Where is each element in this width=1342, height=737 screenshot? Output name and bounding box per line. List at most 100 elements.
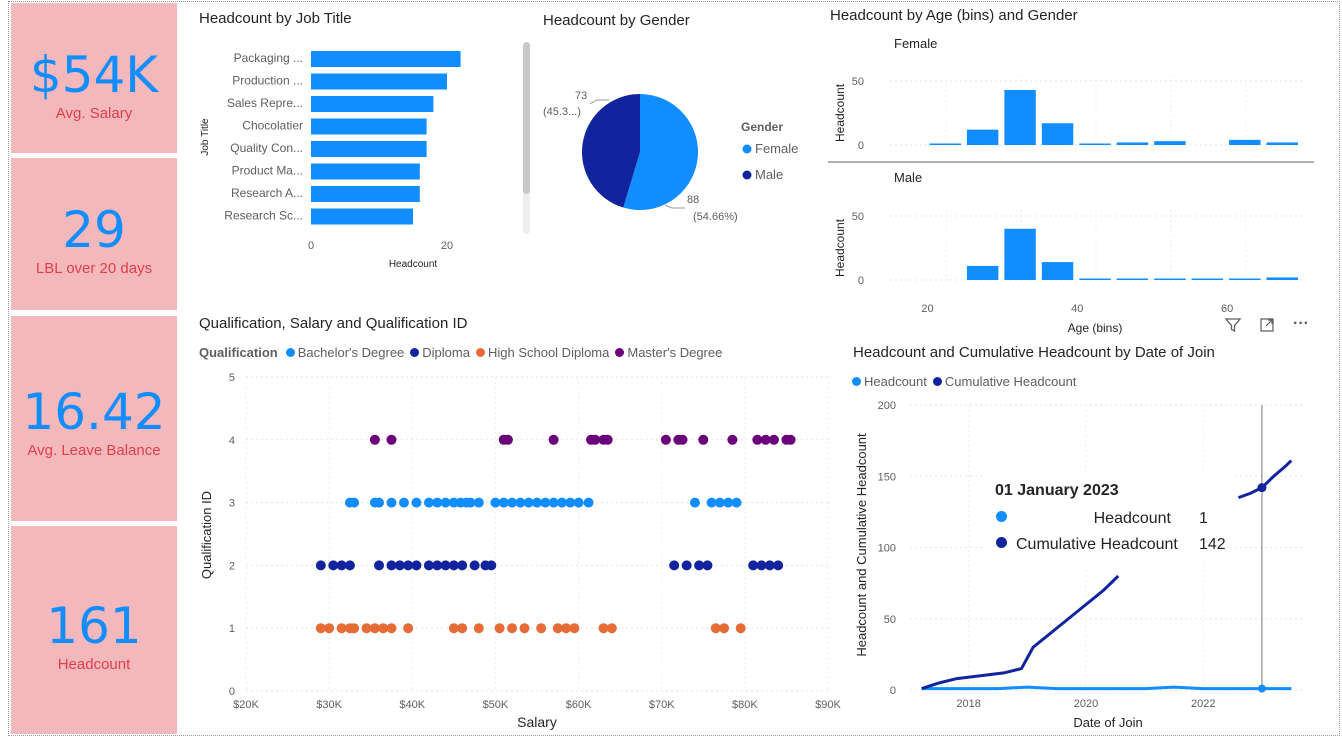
scatter-point (669, 560, 680, 571)
legend-label-cumulative[interactable]: Cumulative Headcount (944, 374, 1077, 389)
kpi-card-avg-leave[interactable]: 16.42 Avg. Leave Balance (11, 316, 177, 521)
y-tick-label: 100 (878, 543, 896, 555)
scatter-point (565, 497, 576, 508)
scatter-point (540, 497, 551, 508)
scatter-point (423, 560, 434, 571)
scatter-point (606, 623, 617, 634)
y-axis-title: Headcount and Cumulative Headcount (854, 433, 869, 657)
scrollbar[interactable] (523, 42, 530, 234)
focus-mode-icon[interactable] (1257, 316, 1277, 336)
kpi-value: 161 (46, 597, 142, 655)
gender-pie-chart: 88 (54.66%) 73 (45.3...) Gender Female Male (543, 90, 798, 223)
scatter-point (403, 623, 414, 634)
cumulative-headcount-line (1237, 459, 1293, 500)
age-bar (1041, 262, 1074, 280)
gender-chart-title: Headcount by Gender (543, 12, 690, 29)
scatter-point (590, 434, 601, 445)
scatter-point (315, 560, 326, 571)
job-title-tick-label: Sales Repre... (227, 96, 303, 110)
kpi-card-headcount[interactable]: 161 Headcount (11, 526, 177, 734)
job-title-tick-label: Chocolatier (242, 119, 303, 133)
hover-point-headcount (1257, 684, 1266, 693)
kpi-card-lbl[interactable]: 29 LBL over 20 days (11, 158, 177, 310)
scatter-point (315, 623, 326, 634)
scatter-point (573, 497, 584, 508)
legend-label-highschool[interactable]: High School Diploma (487, 345, 610, 360)
scatter-point (694, 560, 705, 571)
legend-label-bachelor[interactable]: Bachelor's Degree (297, 345, 405, 360)
hover-point-cumulative (1257, 483, 1267, 493)
scatter-point (386, 560, 397, 571)
scatter-point (706, 497, 717, 508)
y-tick-label: 150 (878, 471, 896, 483)
legend-label-masters[interactable]: Master's Degree (627, 345, 723, 360)
y-axis-title: Qualification ID (199, 491, 214, 579)
scatter-point (349, 497, 360, 508)
y-axis-title: Job Title (200, 118, 211, 156)
scatter-point (494, 623, 505, 634)
pie-data-label: 88 (687, 194, 699, 206)
job-title-bar (311, 73, 447, 90)
legend-label-diploma[interactable]: Diploma (422, 345, 470, 360)
scatter-point (394, 560, 405, 571)
pie-data-label: 73 (575, 90, 587, 102)
scatter-point (473, 623, 484, 634)
scatter-point (361, 623, 372, 634)
job-title-bar (311, 141, 427, 157)
scatter-point (519, 623, 530, 634)
filter-icon[interactable] (1223, 316, 1243, 336)
x-axis-title: Age (bins) (1068, 321, 1123, 335)
scatter-point (735, 623, 746, 634)
x-tick-label: 20 (441, 240, 453, 252)
scatter-point (386, 623, 397, 634)
legend-dot-diploma (410, 348, 420, 357)
job-title-tick-label: Production ... (232, 74, 303, 88)
y-tick-label: 0 (890, 685, 896, 697)
scatter-point (556, 497, 567, 508)
scatter-point (457, 623, 468, 634)
more-options-icon[interactable]: ··· (1293, 315, 1309, 332)
scatter-point (324, 623, 335, 634)
cumulative-headcount-line (921, 574, 1120, 691)
legend-label-headcount[interactable]: Headcount (864, 374, 927, 389)
y-tick-label: 2 (229, 560, 235, 572)
scatter-point (536, 623, 547, 634)
x-tick-label: 40 (1071, 303, 1083, 315)
qualification-scatter-chart: 0 1 2 3 4 5 $20K $30K $40K $50K $60K $70K $80K $90K Sa… (199, 372, 842, 730)
legend-label-female: Female (755, 141, 798, 156)
y-tick-label: 5 (229, 372, 235, 384)
chart-tooltip: 01 January 2023 Headcount 1 Cumulative H… (985, 474, 1235, 564)
scatter-point (760, 434, 771, 445)
scatter-point (660, 434, 671, 445)
scatter-point (752, 434, 763, 445)
scatter-point (398, 497, 409, 508)
scatter-point (344, 560, 355, 571)
scatter-point (386, 434, 397, 445)
y-tick-label: 50 (852, 211, 864, 223)
x-tick-label: 2018 (956, 698, 980, 710)
line-legend: Headcount Cumulative Headcount (850, 374, 1076, 389)
scatter-point (602, 434, 613, 445)
scatter-point (677, 434, 688, 445)
scatter-point (548, 497, 559, 508)
tooltip-value-headcount: 1 (1199, 510, 1208, 527)
scatter-point (756, 560, 767, 571)
scatter-point (552, 623, 563, 634)
scatter-point (764, 560, 775, 571)
kpi-card-avg-salary[interactable]: $54K Avg. Salary (11, 3, 177, 153)
kpi-label: LBL over 20 days (35, 260, 153, 277)
y-tick-label: 4 (229, 435, 235, 447)
scatter-point (548, 434, 559, 445)
y-tick-label: 3 (229, 498, 235, 510)
scatter-point (532, 497, 542, 508)
scatter-point (719, 623, 730, 634)
scrollbar-thumb[interactable] (523, 42, 530, 194)
join-date-line-chart: 0 50 100 150 200 2018 2020 2022 Date of Join Head… (854, 400, 1303, 730)
kpi-value: $54K (29, 46, 159, 104)
y-tick-label: 50 (884, 614, 896, 626)
scatter-point (369, 623, 380, 634)
legend-dot-male (742, 170, 752, 180)
scatter-point (469, 560, 480, 571)
job-title-bar (311, 118, 427, 135)
x-axis-title: Headcount (389, 259, 438, 270)
